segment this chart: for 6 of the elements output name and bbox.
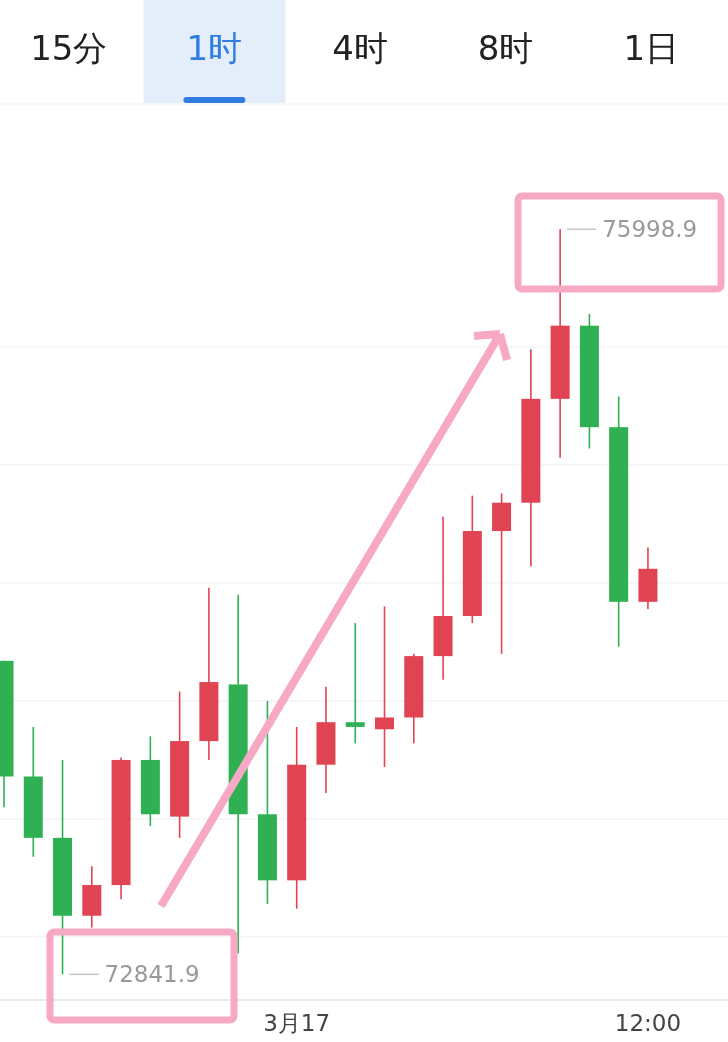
x-tick-label: 3月17: [263, 1010, 331, 1036]
value-note: 72841.9: [69, 961, 200, 988]
x-tick-label: 12:00: [614, 1010, 682, 1036]
value-note: 75998.9: [566, 216, 698, 243]
annotation: 75998.9: [602, 216, 698, 243]
annotation: 72841.9: [104, 961, 200, 988]
